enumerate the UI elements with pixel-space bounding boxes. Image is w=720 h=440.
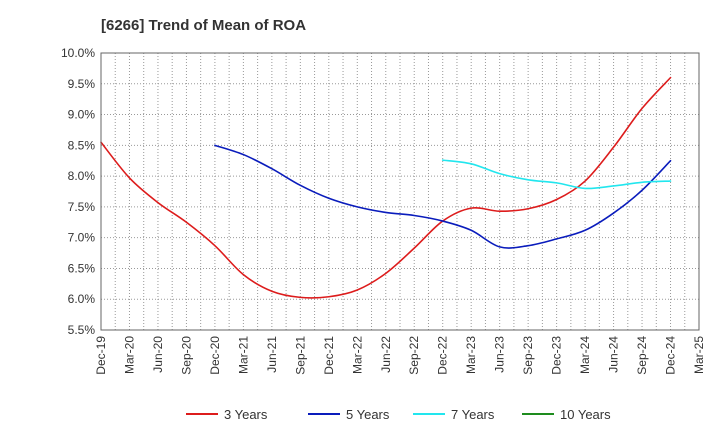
y-tick-label: 7.5%: [68, 200, 96, 214]
y-tick-label: 5.5%: [68, 323, 96, 337]
x-tick-label: Mar-23: [464, 336, 478, 374]
y-tick-label: 6.0%: [68, 292, 96, 306]
x-tick-label: Mar-20: [122, 336, 136, 374]
x-tick-label: Jun-22: [379, 336, 393, 373]
x-tick-label: Jun-21: [265, 336, 279, 373]
x-tick-label: Sep-21: [293, 336, 307, 375]
grid: [101, 53, 699, 330]
x-tick-label: Dec-20: [208, 336, 222, 375]
y-axis: 10.0% 9.5% 9.0% 8.5% 8.0% 7.5% 7.0% 6.5% 6.0% 5.5…: [61, 46, 95, 337]
plot-border: [100, 52, 700, 331]
x-tick-label: Sep-20: [179, 336, 193, 375]
x-tick-label: Sep-22: [407, 336, 421, 375]
x-tick-label: Sep-24: [635, 336, 649, 375]
y-tick-label: 7.0%: [68, 231, 96, 245]
legend-label: 3 Years: [224, 407, 268, 422]
x-tick-label: Dec-21: [322, 336, 336, 375]
x-tick-label: Mar-25: [692, 336, 706, 374]
x-tick-label: Dec-24: [664, 336, 678, 375]
y-tick-label: 10.0%: [61, 46, 95, 60]
x-tick-label: Jun-23: [493, 336, 507, 373]
x-tick-label: Dec-19: [94, 336, 108, 375]
y-tick-label: 8.5%: [68, 138, 96, 152]
legend-label: 7 Years: [451, 407, 495, 422]
y-tick-label: 9.0%: [68, 108, 96, 122]
chart-title: [6266] Trend of Mean of ROA: [101, 17, 306, 34]
series-line-5-years: [214, 144, 672, 249]
x-tick-label: Dec-23: [550, 336, 564, 375]
x-tick-label: Jun-24: [607, 336, 621, 373]
legend-label: 5 Years: [346, 407, 390, 422]
series-lines: [100, 76, 672, 299]
x-tick-label: Dec-22: [436, 336, 450, 375]
x-tick-label: Mar-24: [578, 336, 592, 374]
x-tick-label: Mar-21: [236, 336, 250, 374]
x-tick-label: Sep-23: [521, 336, 535, 375]
y-tick-label: 6.5%: [68, 261, 96, 275]
legend: 3 Years 5 Years 7 Years 10 Years: [186, 407, 611, 422]
legend-label: 10 Years: [560, 407, 611, 422]
x-tick-label: Mar-22: [350, 336, 364, 374]
y-tick-label: 9.5%: [68, 77, 96, 91]
series-line-7-years: [441, 159, 672, 190]
y-tick-label: 8.0%: [68, 169, 96, 183]
x-axis: Dec-19 Mar-20 Jun-20 Sep-20 Dec-20 Mar-21 Jun-…: [94, 336, 706, 375]
x-tick-label: Jun-20: [151, 336, 165, 373]
